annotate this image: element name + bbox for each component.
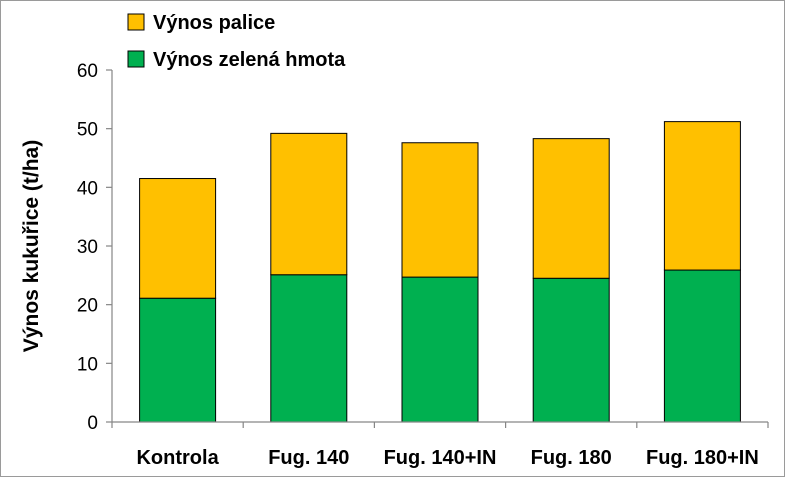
bar-segment-series-0 (270, 274, 348, 423)
x-tick-label: Fug. 180+IN (646, 447, 759, 469)
y-tick-label: 10 (77, 354, 98, 375)
bar-segment-series-0 (139, 297, 217, 423)
x-tick-label: Kontrola (136, 447, 219, 469)
y-tick-label: 0 (87, 413, 98, 434)
legend: Výnos palice Výnos zelená hmota (127, 12, 346, 71)
bars (139, 121, 741, 423)
bar-segment-series-1 (663, 121, 741, 271)
legend-swatch (127, 13, 145, 31)
y-tick-label: 30 (77, 237, 98, 258)
legend-label: Výnos zelená hmota (153, 49, 346, 71)
x-axis: Kontrola Fug. 140 Fug. 140+IN Fug. 180 Fug. … (111, 421, 769, 469)
bar-segment-series-0 (663, 269, 741, 423)
legend-swatch (127, 50, 145, 68)
legend-label: Výnos palice (153, 12, 275, 34)
y-tick-label: 50 (77, 120, 98, 141)
y-tick-label: 40 (77, 178, 98, 199)
x-tick-label: Fug. 140 (268, 447, 349, 469)
bar-segment-series-0 (532, 277, 610, 423)
bar-segment-series-1 (401, 142, 479, 278)
bar-segment-series-1 (532, 138, 610, 279)
y-tick-label: 20 (77, 296, 98, 317)
x-tick-label: Fug. 180 (531, 447, 612, 469)
bar-segment-series-1 (139, 178, 217, 299)
y-axis: 0 10 20 30 40 50 60 (77, 61, 113, 434)
y-axis-title: Výnos kukuřice (t/ha) (20, 140, 43, 352)
y-tick-label: 60 (77, 61, 98, 82)
bar-segment-series-1 (270, 132, 348, 276)
x-tick-label: Fug. 140+IN (384, 447, 497, 469)
bar-segment-series-0 (401, 276, 479, 423)
